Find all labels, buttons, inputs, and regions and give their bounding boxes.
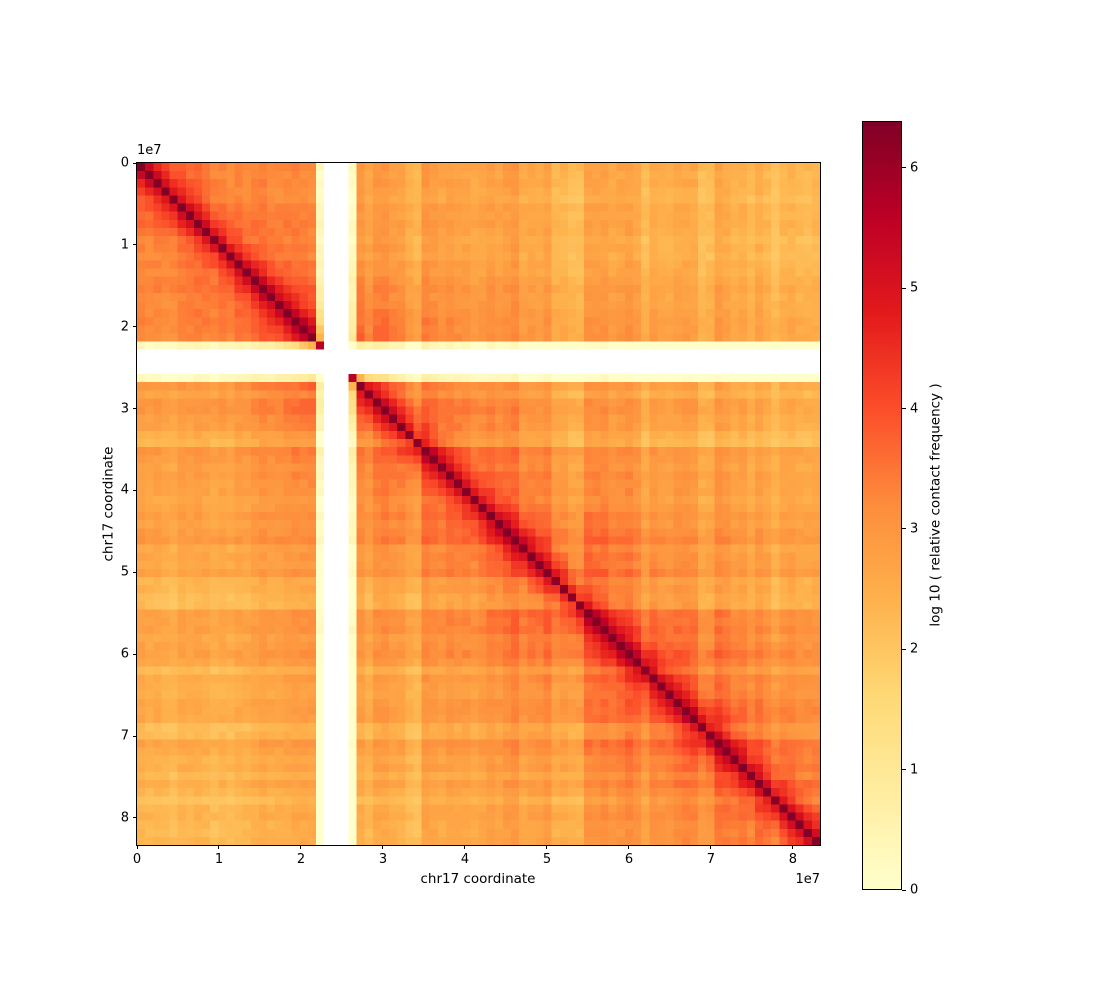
heatmap-plot-area <box>136 162 821 846</box>
y-tick-mark <box>133 571 137 573</box>
colorbar-tick-mark <box>902 287 906 289</box>
y-tick-label: 1 <box>120 237 129 253</box>
y-axis-label: chr17 coordinate <box>100 446 117 562</box>
colorbar-tick-mark <box>902 769 906 771</box>
colorbar-tick-label: 6 <box>910 160 919 176</box>
x-tick-mark <box>300 845 302 849</box>
x-tick-label: 2 <box>296 852 306 867</box>
colorbar-tick-mark <box>902 408 906 410</box>
y-tick-mark <box>133 489 137 491</box>
colorbar <box>862 121 902 890</box>
y-tick-mark <box>133 653 137 655</box>
colorbar-tick-label: 5 <box>910 280 919 296</box>
x-tick-label: 5 <box>542 852 552 867</box>
x-tick-mark <box>464 845 466 849</box>
x-tick-label: 0 <box>132 852 142 867</box>
x-tick-mark <box>792 845 794 849</box>
colorbar-tick-mark <box>902 528 906 530</box>
y-tick-label: 8 <box>120 810 129 826</box>
colorbar-tick-label: 4 <box>910 401 919 417</box>
y-tick-mark <box>133 408 137 410</box>
colorbar-tick-label: 1 <box>910 762 919 778</box>
colorbar-label: log 10 ( relative contact frequency ) <box>927 383 944 627</box>
x-tick-label: 3 <box>378 852 388 867</box>
colorbar-tick-mark <box>902 889 906 891</box>
x-tick-label: 7 <box>706 852 716 867</box>
x-tick-mark <box>218 845 220 849</box>
x-axis-offset-label: 1e7 <box>795 872 820 887</box>
contact-matrix-heatmap <box>137 163 820 845</box>
y-tick-label: 4 <box>120 482 129 498</box>
x-tick-label: 6 <box>624 852 634 867</box>
y-axis-offset-label: 1e7 <box>137 143 162 158</box>
y-tick-label: 3 <box>120 401 129 417</box>
colorbar-tick-label: 0 <box>910 882 919 898</box>
y-tick-mark <box>133 326 137 328</box>
x-tick-mark <box>628 845 630 849</box>
y-tick-label: 6 <box>120 646 129 662</box>
colorbar-tick-label: 2 <box>910 641 919 657</box>
y-tick-label: 2 <box>120 319 129 335</box>
colorbar-tick-label: 3 <box>910 521 919 537</box>
x-tick-mark <box>710 845 712 849</box>
x-tick-mark <box>546 845 548 849</box>
y-tick-label: 0 <box>120 155 129 171</box>
x-tick-mark <box>136 845 138 849</box>
x-tick-label: 4 <box>460 852 470 867</box>
y-tick-label: 5 <box>120 564 129 580</box>
y-tick-mark <box>133 244 137 246</box>
colorbar-tick-mark <box>902 648 906 650</box>
colorbar-tick-mark <box>902 167 906 169</box>
y-tick-label: 7 <box>120 728 129 744</box>
colorbar-gradient <box>863 122 901 889</box>
y-tick-mark <box>133 735 137 737</box>
y-tick-mark <box>133 817 137 819</box>
x-tick-label: 1 <box>214 852 224 867</box>
x-axis-label: chr17 coordinate <box>420 871 536 887</box>
x-tick-mark <box>382 845 384 849</box>
y-tick-mark <box>133 162 137 164</box>
x-tick-label: 8 <box>788 852 798 867</box>
